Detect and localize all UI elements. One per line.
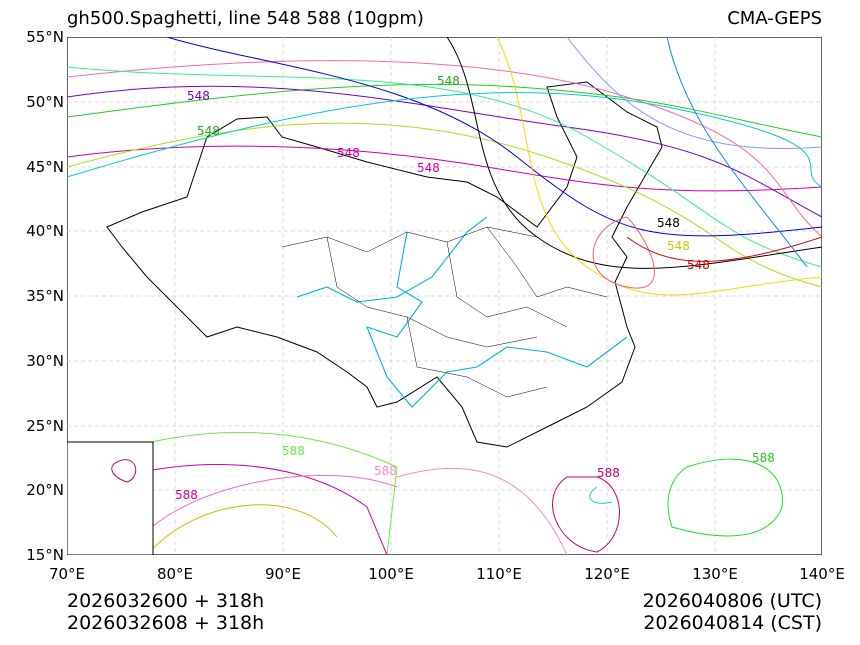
lon-tick: 120°E [584,565,630,583]
svg-text:588: 588 [752,451,775,465]
lon-tick: 80°E [156,565,194,583]
init-utc: 2026032600 + 318h [67,590,265,612]
gridlines [67,37,822,555]
lat-tick: 55°N [26,28,64,46]
svg-text:548: 548 [417,161,440,175]
lat-tick: 20°N [26,481,64,499]
svg-text:548: 548 [337,146,360,160]
lat-tick: 45°N [26,158,64,176]
label-548: 548 [437,74,460,88]
lat-tick: 25°N [26,417,64,435]
svg-text:588: 588 [175,488,198,502]
contour-labels: 548 548 548 548 548 548 548 548 588 588 … [175,74,775,502]
contours-548 [67,37,822,296]
lon-tick: 140°E [799,565,845,583]
valid-utc: 2026040806 (UTC) [642,590,822,612]
inset-map [67,441,154,555]
lon-tick: 110°E [476,565,522,583]
lat-tick: 30°N [26,352,64,370]
lon-tick: 90°E [264,565,302,583]
valid-cst: 2026040814 (CST) [643,612,822,634]
init-time: 2026032600 + 318h 2026032608 + 318h [67,590,264,634]
svg-text:548: 548 [687,258,710,272]
model-name: CMA-GEPS [727,8,822,29]
lon-tick: 70°E [48,565,86,583]
svg-text:548: 548 [197,124,220,138]
valid-time: 2026040806 (UTC) 2026040814 (CST) [643,590,822,634]
svg-text:548: 548 [667,239,690,253]
init-cst: 2026032608 + 318h [67,612,265,634]
lat-tick: 40°N [26,222,64,240]
svg-text:588: 588 [597,466,620,480]
lon-tick: 100°E [368,565,414,583]
lat-tick: 35°N [26,287,64,305]
lat-tick: 50°N [26,93,64,111]
svg-text:588: 588 [282,444,305,458]
country-outline [106,81,663,448]
map-panel: 548 548 548 548 548 548 548 548 588 588 … [67,37,822,555]
lat-tick: 15°N [26,546,64,564]
lon-tick: 130°E [692,565,738,583]
svg-text:548: 548 [187,89,210,103]
svg-text:548: 548 [657,216,680,230]
chart-title: gh500.Spaghetti, line 548 588 (10gpm) [67,8,424,29]
svg-text:588: 588 [374,464,397,478]
